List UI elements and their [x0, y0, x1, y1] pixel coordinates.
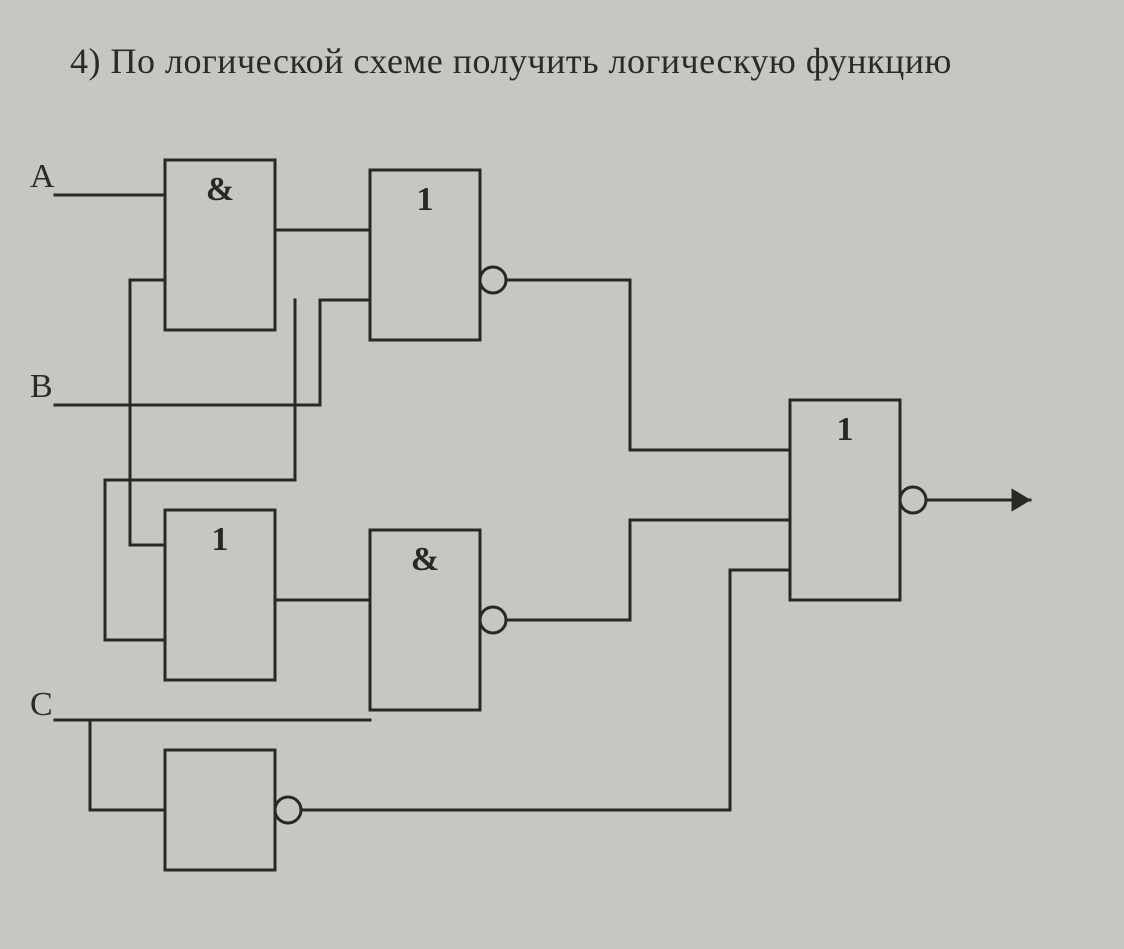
inversion-bubble [480, 607, 506, 633]
wire-wB_g3 [130, 405, 165, 545]
gate-g5 [165, 750, 301, 870]
gate-g2: 1 [370, 170, 506, 340]
gate-label: 1 [837, 411, 854, 448]
gate-g6: 1 [790, 400, 926, 600]
gate-label: 1 [417, 181, 434, 218]
output-arrow [1012, 489, 1030, 511]
wire-wB_g2 [320, 300, 370, 405]
inversion-bubble [275, 797, 301, 823]
inversion-bubble [480, 267, 506, 293]
gate-g1: & [165, 160, 275, 330]
gate-label: 1 [212, 521, 229, 558]
wire-wg2_g6 [506, 280, 790, 450]
inversion-bubble [900, 487, 926, 513]
wire-wC_g5 [90, 720, 165, 810]
gate-g3: 1 [165, 510, 275, 680]
wire-wB_g1 [130, 280, 165, 405]
logic-circuit: & 1 1 & 1 [0, 0, 1124, 949]
gate-g4: & [370, 530, 506, 710]
gate-label: & [206, 171, 234, 208]
page: 4) По логической схеме получить логическ… [0, 0, 1124, 949]
gate-label: & [411, 541, 439, 578]
